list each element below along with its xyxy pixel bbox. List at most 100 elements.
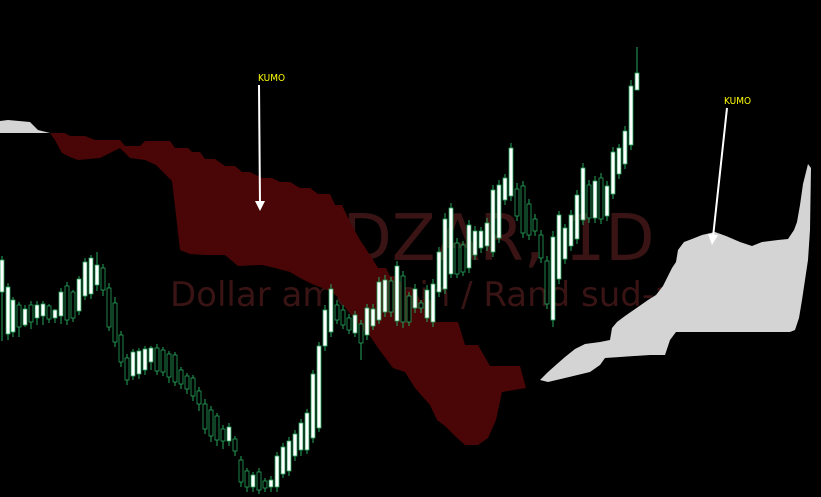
bull-candle-body	[364, 307, 370, 336]
bull-candle-body	[574, 194, 580, 240]
bull-candle-body	[376, 281, 382, 321]
bear-candle-body	[184, 375, 190, 390]
bear-candle-body	[262, 480, 268, 489]
kumo-arrowhead-2	[708, 234, 718, 245]
bull-candle-body	[316, 345, 322, 429]
bull-candle-body	[94, 264, 100, 286]
bull-candle-body	[10, 299, 16, 333]
bull-candle-body	[550, 236, 556, 321]
bull-candle-body	[58, 291, 64, 317]
bull-candle-body	[634, 72, 640, 91]
bear-candle-body	[598, 177, 604, 220]
bear-candle-body	[532, 218, 538, 232]
bull-candle-body	[568, 214, 574, 247]
candles-layer	[0, 47, 640, 494]
bear-candle-body	[334, 304, 340, 321]
bull-candle-body	[472, 230, 478, 256]
bull-candle-body	[292, 433, 298, 457]
bull-candle-body	[370, 308, 376, 327]
bull-candle-body	[274, 455, 280, 488]
bear-candle-body	[346, 317, 352, 331]
bear-candle-body	[112, 302, 118, 343]
bull-candle-body	[562, 227, 568, 260]
bear-candle-body	[46, 305, 52, 320]
bear-candle-body	[358, 323, 364, 344]
bear-candle-body	[64, 285, 70, 321]
bull-candle-body	[5, 286, 11, 335]
bull-candle-body	[628, 85, 634, 146]
bullish-cloud-left	[0, 120, 50, 133]
bull-candle-body	[0, 259, 5, 293]
bull-candle-body	[502, 177, 508, 201]
bull-candle-body	[352, 314, 358, 334]
bear-candle-body	[538, 234, 544, 259]
bear-candle-body	[388, 280, 394, 313]
bull-candle-body	[22, 308, 28, 326]
kumo-arrow-2	[712, 107, 728, 238]
bull-candle-body	[328, 288, 334, 333]
bull-candle-body	[610, 151, 616, 195]
bull-candle-body	[430, 283, 436, 323]
bull-candle-body	[82, 261, 88, 297]
bull-candle-body	[556, 214, 562, 280]
bear-candle-body	[514, 188, 520, 217]
bear-candle-body	[190, 377, 196, 397]
bear-candle-body	[454, 242, 460, 275]
bull-candle-body	[580, 167, 586, 221]
bull-candle-body	[484, 222, 490, 247]
kumo-arrow-1	[258, 84, 261, 206]
bear-candle-body	[118, 334, 124, 363]
bull-candle-body	[136, 350, 142, 375]
bull-candle-body	[268, 479, 274, 488]
bull-candle-body	[76, 278, 82, 312]
bull-candle-body	[88, 257, 94, 295]
bull-candle-body	[424, 289, 430, 319]
bear-candle-body	[202, 403, 208, 430]
bull-candle-body	[604, 185, 610, 217]
bullish-cloud	[540, 164, 811, 382]
bull-candle-body	[142, 348, 148, 371]
bull-candle-body	[622, 130, 628, 165]
bear-candle-body	[166, 353, 172, 378]
bull-candle-body	[616, 147, 622, 175]
bear-candle-body	[178, 369, 184, 385]
bull-candle-body	[298, 422, 304, 451]
bear-candle-body	[520, 185, 526, 234]
bear-candle-body	[244, 470, 250, 488]
bear-candle-body	[16, 304, 22, 328]
bearish-cloud	[50, 133, 526, 445]
bear-candle-body	[172, 354, 178, 383]
bull-candle-body	[34, 304, 40, 319]
bull-candle-body	[322, 309, 328, 347]
bear-candle-body	[100, 267, 106, 291]
bull-candle-body	[280, 446, 286, 475]
bull-candle-body	[394, 265, 400, 322]
bull-candle-body	[466, 224, 472, 269]
bear-candle-body	[70, 291, 76, 319]
bull-candle-body	[148, 347, 154, 363]
bear-candle-body	[418, 302, 424, 309]
bear-candle-body	[232, 438, 238, 452]
bull-candle-body	[508, 147, 514, 197]
bull-candle-body	[382, 279, 388, 313]
kumo-label-1: KUMO	[258, 73, 285, 84]
bear-candle-body	[124, 357, 130, 381]
bull-candle-body	[442, 218, 448, 290]
bull-candle-body	[478, 230, 484, 249]
bear-candle-body	[340, 309, 346, 326]
bear-candle-body	[406, 295, 412, 323]
bull-candle-body	[490, 189, 496, 253]
bear-candle-body	[220, 428, 226, 442]
bull-candle-body	[250, 474, 256, 488]
bear-candle-body	[400, 275, 406, 323]
bull-candle-body	[304, 412, 310, 451]
bull-candle-body	[40, 303, 46, 317]
bull-candle-body	[310, 373, 316, 439]
bear-candle-body	[154, 347, 160, 372]
bull-candle-body	[286, 440, 292, 472]
bear-candle-body	[196, 390, 202, 405]
bull-candle-body	[412, 288, 418, 309]
bear-candle-body	[586, 184, 592, 219]
bull-candle-body	[130, 351, 136, 377]
